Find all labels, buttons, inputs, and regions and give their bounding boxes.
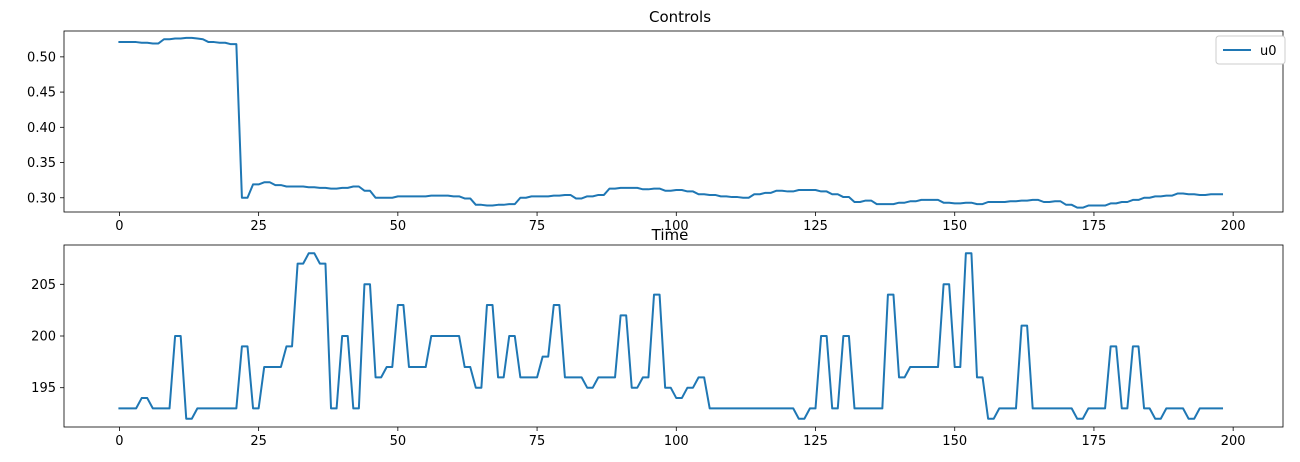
time-series-line	[118, 252, 1224, 420]
time-x-tick-label: 200	[1221, 434, 1246, 449]
controls-x-tick-label: 25	[250, 219, 267, 234]
controls-y-tick-label: 0.40	[27, 121, 56, 136]
time-panel: Time 0 25 50 75 100 125 150 175 200 195 200 205	[31, 226, 1284, 449]
controls-series-line	[118, 36, 1224, 209]
time-x-tick-label: 100	[664, 434, 689, 449]
controls-x-tick-label: 50	[390, 219, 407, 234]
time-x-tick-label: 0	[115, 434, 123, 449]
controls-panel: Controls 0 25 50 75 100 125 150 175 200 0.30 0.35…	[27, 8, 1286, 234]
controls-y-tick-label: 0.35	[27, 156, 56, 171]
time-x-tick-label: 50	[390, 434, 407, 449]
controls-y-tick-label: 0.45	[27, 86, 56, 101]
time-plot-area	[118, 252, 1224, 420]
time-x-tick-label: 75	[529, 434, 546, 449]
time-title: Time	[651, 226, 689, 244]
controls-x-tick-label: 100	[664, 219, 689, 234]
controls-x-tick-label: 200	[1221, 219, 1246, 234]
time-x-axis: 0 25 50 75 100 125 150 175 200	[115, 427, 1246, 449]
controls-x-axis: 0 25 50 75 100 125 150 175 200	[115, 212, 1246, 234]
time-y-tick-label: 205	[31, 278, 56, 293]
controls-x-tick-label: 125	[803, 219, 828, 234]
controls-legend: u0	[1215, 35, 1286, 65]
controls-x-tick-label: 75	[529, 219, 546, 234]
time-x-tick-label: 25	[250, 434, 267, 449]
time-x-tick-label: 150	[942, 434, 967, 449]
time-y-tick-label: 195	[31, 381, 56, 396]
time-x-tick-label: 175	[1082, 434, 1107, 449]
controls-x-tick-label: 175	[1082, 219, 1107, 234]
controls-axes-frame	[63, 30, 1284, 213]
time-y-tick-label: 200	[31, 330, 56, 345]
time-x-tick-label: 125	[803, 434, 828, 449]
controls-y-tick-label: 0.50	[27, 50, 56, 65]
legend-label-u0: u0	[1260, 44, 1277, 59]
controls-title: Controls	[649, 8, 711, 26]
controls-x-tick-label: 0	[115, 219, 123, 234]
controls-y-axis: 0.30 0.35 0.40 0.45 0.50	[27, 50, 64, 206]
controls-y-tick-label: 0.30	[27, 191, 56, 206]
controls-plot-area	[118, 36, 1224, 209]
controls-x-tick-label: 150	[942, 219, 967, 234]
time-y-axis: 195 200 205	[31, 278, 64, 396]
